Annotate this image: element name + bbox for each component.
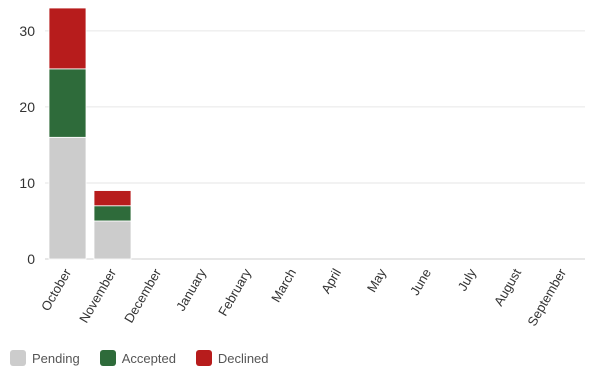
legend-label-accepted: Accepted	[121, 350, 176, 366]
x-tick-label: March	[268, 266, 299, 305]
legend-item-accepted[interactable]: Accepted	[99, 350, 176, 366]
legend-swatch-declined	[195, 350, 212, 366]
x-tick-label: June	[407, 266, 434, 298]
bar-declined-november[interactable]	[93, 190, 132, 207]
bar-pending-november[interactable]	[93, 220, 132, 260]
y-axis-ticks: 0 10 20 30	[19, 23, 35, 267]
y-tick-label: 10	[19, 175, 35, 191]
bar-declined-october[interactable]	[48, 7, 87, 70]
y-tick-label: 20	[19, 99, 35, 115]
bar-pending-october[interactable]	[48, 136, 87, 260]
x-tick-label: May	[364, 266, 390, 295]
x-tick-label: February	[215, 266, 254, 319]
x-tick-label: September	[524, 265, 569, 328]
bars	[48, 7, 132, 260]
legend-label-pending: Pending	[32, 350, 80, 366]
legend-label-declined: Declined	[217, 350, 269, 366]
y-tick-label: 0	[27, 251, 35, 267]
x-tick-label: July	[455, 266, 480, 294]
bar-accepted-november[interactable]	[93, 205, 132, 222]
legend-swatch-accepted	[99, 350, 116, 366]
x-tick-label: November	[76, 265, 119, 325]
legend-item-pending[interactable]: Pending	[10, 350, 80, 366]
legend-swatch-pending	[10, 350, 26, 366]
x-tick-label: April	[318, 266, 344, 296]
bar-accepted-october[interactable]	[48, 68, 87, 138]
x-tick-label: August	[491, 266, 524, 309]
stacked-bar-chart: 0 10 20 30 October November December January Fe…	[19, 7, 585, 329]
y-tick-label: 30	[19, 23, 35, 39]
x-tick-label: December	[121, 265, 164, 325]
grid-lines	[45, 30, 585, 260]
x-axis-ticks: October November December January February Ma…	[38, 265, 569, 328]
x-tick-label: January	[173, 266, 209, 314]
legend: Pending Accepted Declined	[10, 350, 269, 366]
x-tick-label: October	[38, 265, 74, 313]
legend-item-declined[interactable]: Declined	[195, 350, 269, 366]
